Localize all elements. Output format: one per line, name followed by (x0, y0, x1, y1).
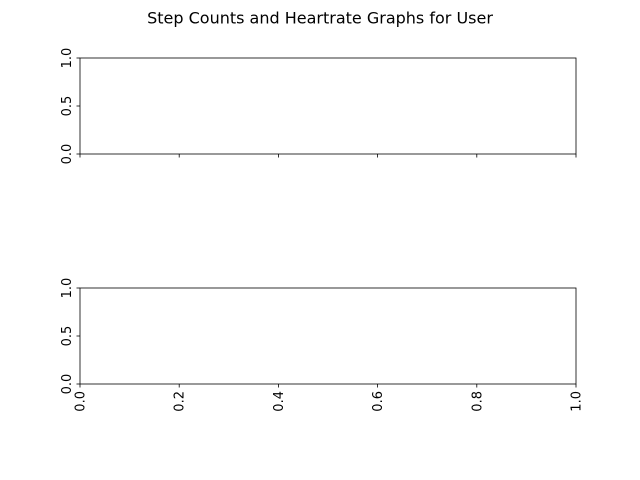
y-tick-label: 0.5 (60, 96, 75, 117)
y-tick-label: 0.5 (60, 326, 75, 347)
y-tick-label: 1.0 (60, 278, 75, 299)
y-tick-label: 0.0 (60, 144, 75, 165)
x-tick-label: 0.0 (74, 391, 89, 412)
subplot-2: 0.0 0.2 0.4 0.6 0.8 1.0 0.0 0.5 1.0 (60, 278, 585, 412)
subplot-1: 0.0 0.5 1.0 (60, 48, 577, 165)
x-tick-label: 0.8 (470, 391, 485, 412)
x-tick-label: 1.0 (570, 391, 585, 412)
x-tick-label: 0.6 (371, 391, 386, 412)
x-tick-label: 0.4 (272, 391, 287, 412)
x-tick-label: 0.2 (173, 391, 188, 412)
axes-group: 0.0 0.5 1.0 0.0 0.2 0.4 0.6 0.8 1.0 0.0 0.5 1.0 (60, 48, 585, 412)
y-tick-label: 0.0 (60, 374, 75, 395)
y-tick-label: 1.0 (60, 48, 75, 69)
chart-title: Step Counts and Heartrate Graphs for Use… (147, 9, 493, 28)
